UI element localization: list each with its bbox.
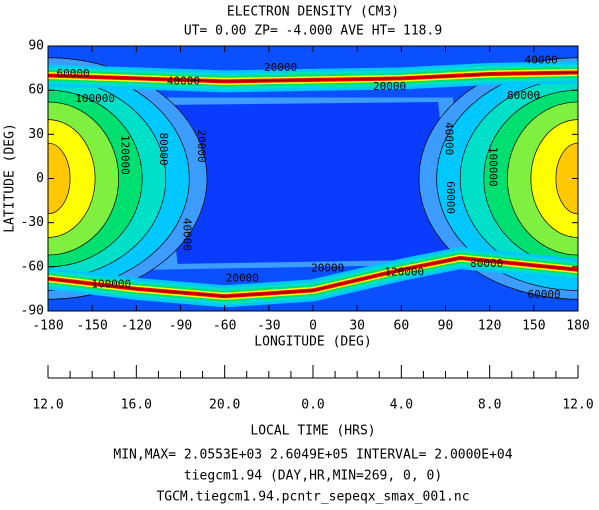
x-tick-label: -30 [257, 319, 280, 334]
footer-line: TGCM.tiegcm1.94.pcntr_sepeqx_smax_001.nc [156, 490, 469, 505]
x2-tick-label: 12.0 [32, 398, 63, 413]
contour-label: 40000 [525, 54, 558, 67]
x-tick-label: -120 [121, 319, 152, 334]
contour-label: 120000 [119, 135, 132, 175]
x-tick-label: 180 [566, 319, 589, 334]
y-tick-label: 0 [36, 171, 44, 186]
x-tick-label: 60 [394, 319, 410, 334]
contour-label: 40000 [167, 74, 200, 87]
x2-tick-label: 4.0 [390, 398, 413, 413]
footer-line: MIN,MAX= 2.0553E+03 2.6049E+05 INTERVAL=… [113, 448, 512, 463]
y-tick-label: -60 [21, 259, 44, 274]
contour-label: 100000 [75, 92, 115, 105]
contour-label: 20000 [264, 61, 297, 74]
contour-label: 80000 [157, 132, 170, 165]
contour-label: 60000 [444, 181, 457, 214]
chart-title: ELECTRON DENSITY (CM3) [227, 5, 399, 20]
x-tick-label: -90 [169, 319, 192, 334]
contour-label: 40000 [180, 218, 193, 251]
contour-field: 60000 40000 20000 20000 40000 100000 80000 1200… [48, 46, 578, 311]
x2-tick-label: 20.0 [209, 398, 240, 413]
y-tick-label: 30 [28, 127, 44, 142]
x2-tick-label: 16.0 [121, 398, 152, 413]
contour-label: 60000 [528, 288, 561, 301]
x-tick-label: -150 [77, 319, 108, 334]
contour-label: 20000 [195, 130, 208, 163]
level-band [48, 257, 578, 298]
footer-line: tiegcm1.94 (DAY,HR,MIN=269, 0, 0) [184, 469, 442, 484]
x2-axis-label: LOCAL TIME (HRS) [250, 424, 375, 439]
y-tick-label: -90 [21, 304, 44, 319]
y-tick-label: -30 [21, 215, 44, 230]
x2-tick-label: 8.0 [478, 398, 501, 413]
x-tick-label: -60 [213, 319, 236, 334]
level-fill [48, 142, 71, 215]
contour-label: 20000 [373, 80, 406, 93]
x-tick-label: 0 [309, 319, 317, 334]
y-axis-label: LATITUDE (DEG) [3, 123, 18, 233]
contour-label: 80000 [470, 257, 503, 270]
contour-label: 100000 [487, 147, 500, 187]
y-tick-label: 90 [28, 39, 44, 54]
x2-tick-label: 12.0 [562, 398, 593, 413]
level-fill [171, 101, 453, 264]
x-tick-label: 30 [349, 319, 365, 334]
y-tick-label: 60 [28, 83, 44, 98]
level-band [48, 71, 578, 83]
x-tick-label: -180 [32, 319, 63, 334]
contour-label: 120000 [384, 266, 424, 279]
contour-label: 100000 [91, 278, 131, 291]
x-axis-label: LONGITUDE (DEG) [254, 335, 371, 350]
x2-tick-label: 0.0 [301, 398, 324, 413]
x-tick-label: 90 [438, 319, 454, 334]
contour-label: 20000 [311, 261, 344, 274]
contour-label: 20000 [226, 272, 259, 285]
chart-subtitle: UT= 0.00 ZP= -4.000 AVE HT= 118.9 [184, 24, 442, 39]
contour-label: 80000 [507, 89, 540, 102]
x-tick-label: 150 [522, 319, 545, 334]
level-fill [555, 142, 578, 215]
contour-label: 60000 [56, 67, 89, 80]
contour-label: 40000 [442, 122, 455, 155]
x-tick-label: 120 [478, 319, 501, 334]
